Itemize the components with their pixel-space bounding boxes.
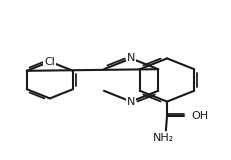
Text: N: N: [126, 53, 135, 63]
Text: OH: OH: [190, 111, 207, 121]
Text: NH₂: NH₂: [152, 133, 173, 143]
Text: Cl: Cl: [44, 57, 55, 67]
Text: N: N: [126, 97, 135, 107]
